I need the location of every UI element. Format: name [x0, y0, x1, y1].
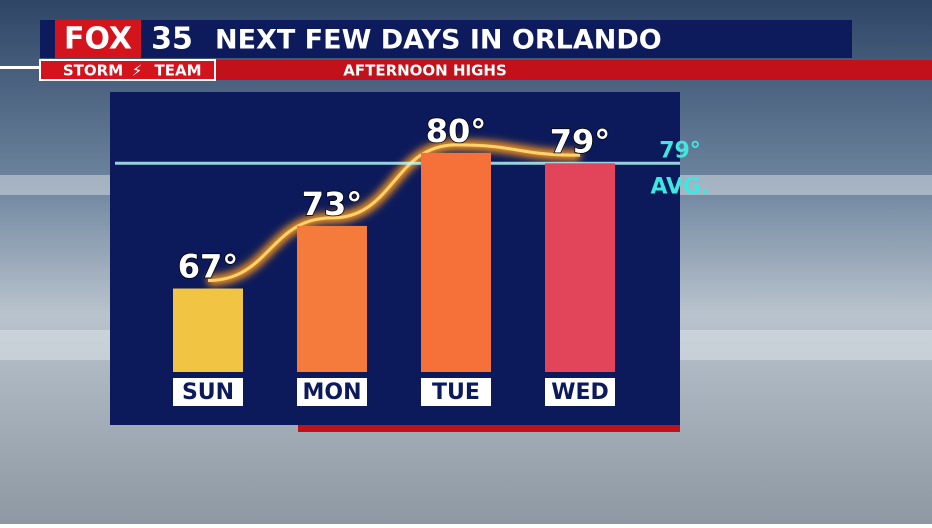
subtitle-bar: [215, 60, 932, 80]
category-box: [545, 378, 615, 406]
team-box: [39, 59, 216, 81]
team-bolt: ⚡: [132, 62, 143, 80]
category-label: TUE: [432, 380, 480, 405]
logo-box: [55, 20, 141, 58]
average-value: 79°: [659, 138, 701, 163]
category-box: [297, 378, 367, 406]
team-right: TEAM: [154, 62, 201, 80]
value-label: 79°: [550, 122, 611, 160]
bar: [545, 163, 615, 372]
category-box: [421, 378, 491, 406]
bar: [173, 288, 243, 372]
logo-channel: 35: [151, 22, 193, 57]
team-left: STORM: [63, 62, 123, 80]
header-bar: [40, 20, 852, 58]
value-label: 80°: [426, 112, 487, 150]
bar: [421, 152, 491, 372]
panel-rule: [298, 425, 680, 432]
value-label: 67°: [178, 248, 239, 286]
value-label: 73°: [302, 185, 363, 223]
category-label: WED: [551, 380, 609, 405]
rule: [0, 66, 40, 69]
chart-subtitle: AFTERNOON HIGHS: [343, 62, 507, 80]
category-label: SUN: [182, 380, 234, 405]
trend-line: [207, 143, 581, 283]
average-label: AVG.: [651, 174, 710, 199]
chart-title: NEXT FEW DAYS IN ORLANDO: [215, 25, 662, 56]
logo-network: FOX: [64, 22, 132, 57]
category-label: MON: [302, 380, 361, 405]
category-box: [173, 378, 243, 406]
bar: [297, 225, 367, 372]
